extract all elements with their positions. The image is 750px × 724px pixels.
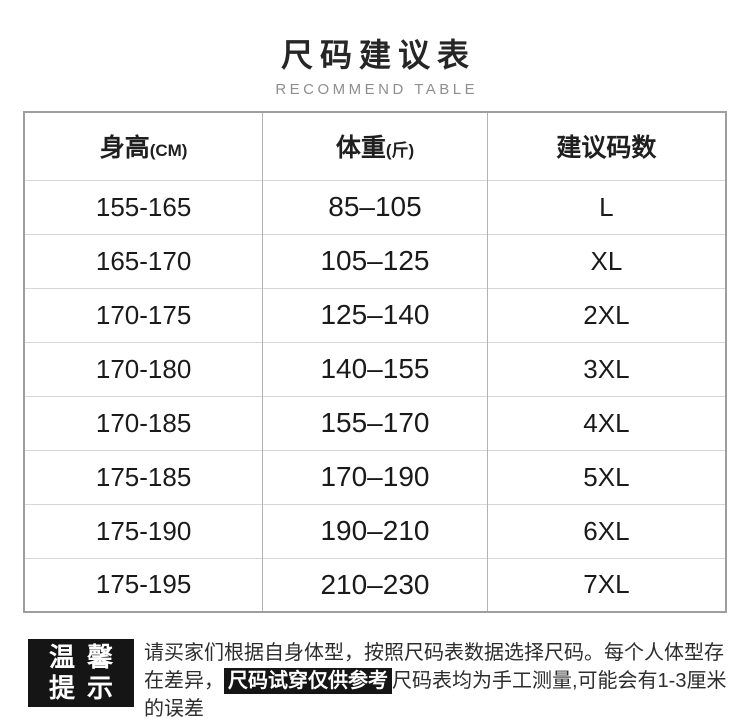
table-header-row: 身高(CM) 体重(斤) 建议码数: [24, 111, 726, 180]
size-cell: 7XL: [486, 557, 726, 612]
weight-cell: 140–155: [262, 341, 488, 396]
height-cell: 175-195: [24, 557, 263, 612]
size-cell: 6XL: [486, 503, 726, 558]
weight-cell: 210–230: [262, 557, 488, 612]
warm-tips-badge-line1: 温馨: [48, 642, 125, 672]
weight-cell: 125–140: [262, 287, 488, 342]
tips-text-after: 尺码表均为手工测量,可能会有1-3厘米的误差: [144, 670, 727, 720]
size-cell: 4XL: [486, 395, 726, 450]
table-row: 175-195 210–230 7XL: [24, 557, 726, 612]
column-header-weight-label: 体重: [335, 134, 386, 163]
column-header-weight-unit: (斤): [385, 141, 415, 161]
height-cell: 155-165: [24, 179, 263, 234]
table-row: 170-175 125–140 2XL: [24, 287, 726, 342]
size-cell: XL: [486, 233, 726, 288]
height-cell: 165-170: [24, 233, 263, 288]
page-header: 尺码建议表 RECOMMEND TABLE: [0, 0, 750, 98]
table-row: 170-185 155–170 4XL: [24, 395, 726, 450]
warm-tips-badge-line2: 提示: [48, 673, 125, 703]
table-row: 155-165 85–105 L: [24, 179, 726, 234]
warm-tips-section: 温馨 提示 请买家们根据自身体型，按照尺码表数据选择尺码。每个人体型存在差异，尺…: [28, 639, 741, 723]
height-cell: 175-185: [24, 449, 263, 504]
height-cell: 170-185: [24, 395, 263, 450]
table-row: 175-190 190–210 6XL: [24, 503, 726, 558]
height-cell: 170-180: [24, 341, 263, 396]
size-cell: 3XL: [486, 341, 726, 396]
weight-cell: 155–170: [262, 395, 488, 450]
column-header-height-unit: (CM): [149, 141, 188, 161]
column-header-size-label: 建议码数: [556, 134, 657, 163]
column-header-height-label: 身高: [99, 134, 150, 163]
size-recommendation-table: 身高(CM) 体重(斤) 建议码数 155-165 85–105 L 165-1…: [23, 111, 727, 613]
warm-tips-badge: 温馨 提示: [28, 639, 134, 707]
page-title: 尺码建议表: [280, 37, 476, 73]
size-cell: 5XL: [486, 449, 726, 504]
tips-text-before: 请买家们根据自身体型，按照尺码表数据选择尺码。每个人体型存在差异，: [144, 642, 724, 692]
column-header-size: 建议码数: [486, 111, 726, 180]
page-subtitle: RECOMMEND TABLE: [275, 81, 479, 98]
height-cell: 175-190: [24, 503, 263, 558]
weight-cell: 170–190: [262, 449, 488, 504]
table-row: 175-185 170–190 5XL: [24, 449, 726, 504]
table-row: 170-180 140–155 3XL: [24, 341, 726, 396]
height-cell: 170-175: [24, 287, 263, 342]
weight-cell: 85–105: [262, 179, 488, 234]
tips-text-highlight: 尺码试穿仅供参考: [224, 668, 392, 694]
table-row: 165-170 105–125 XL: [24, 233, 726, 288]
tips-text: 请买家们根据自身体型，按照尺码表数据选择尺码。每个人体型存在差异， 尺码试穿仅供参…: [144, 639, 741, 723]
size-cell: L: [486, 179, 726, 234]
weight-cell: 190–210: [262, 503, 488, 558]
weight-cell: 105–125: [262, 233, 488, 288]
column-header-height: 身高(CM): [24, 111, 263, 180]
size-cell: 2XL: [486, 287, 726, 342]
column-header-weight: 体重(斤): [262, 111, 488, 180]
